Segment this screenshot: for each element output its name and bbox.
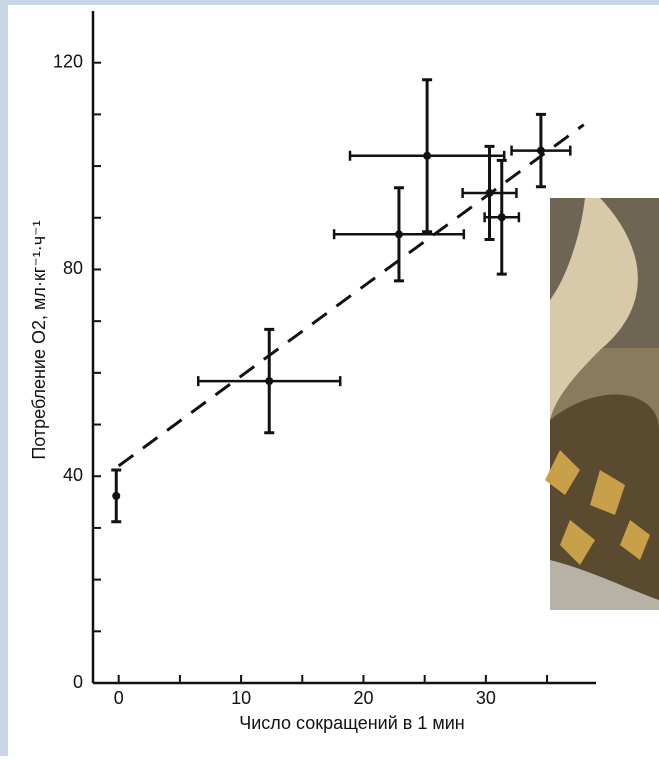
y-tick-label: 0 — [73, 672, 83, 692]
point — [394, 230, 403, 239]
point — [485, 188, 494, 197]
x-tick-label: 0 — [114, 688, 124, 708]
x-tick-label: 30 — [476, 688, 496, 708]
x-axis-label: Число сокращений в 1 мин — [239, 713, 465, 733]
point — [265, 377, 274, 386]
y-tick-label: 80 — [63, 258, 83, 278]
point — [497, 213, 506, 222]
point — [423, 151, 432, 160]
y-tick-label: 40 — [63, 465, 83, 485]
x-tick-label: 20 — [353, 688, 373, 708]
y-tick-label: 120 — [53, 51, 83, 71]
y-axis-label: Потребление O2, мл·кг⁻¹·ч⁻¹ — [29, 220, 49, 459]
top-border — [0, 0, 659, 5]
trend-line — [117, 123, 585, 468]
point — [536, 146, 545, 155]
snake-photo — [545, 198, 659, 610]
point — [112, 491, 121, 500]
x-tick-label: 10 — [231, 688, 251, 708]
left-border — [0, 0, 8, 756]
